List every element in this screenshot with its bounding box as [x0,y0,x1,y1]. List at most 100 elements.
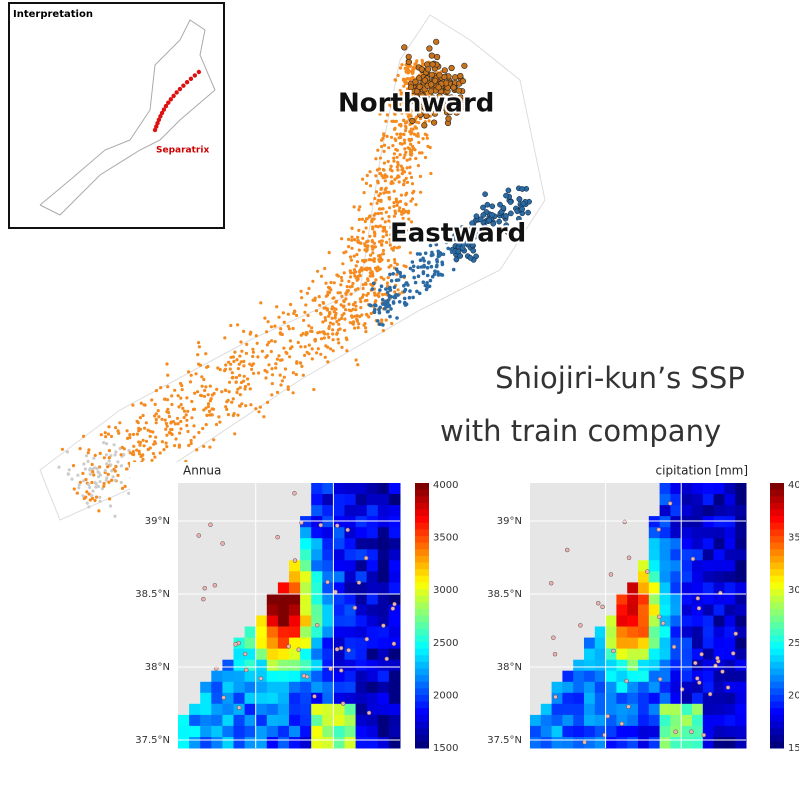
map-cell [606,671,617,683]
point [403,141,406,144]
point [257,410,260,413]
point [283,376,286,379]
map-cell [322,538,334,550]
map-cell [606,693,617,705]
point [431,253,435,257]
point [271,382,274,385]
point [186,430,189,433]
point [229,368,232,371]
point [368,258,371,261]
colorbar-step [770,642,784,649]
station [720,670,724,674]
map-cell [389,483,401,495]
point [396,156,399,159]
map-cell [367,582,379,594]
map-cell [300,627,312,639]
colorbar-label: 3000 [433,585,458,596]
map-cell [627,616,638,628]
colorbar-step [770,675,784,682]
map-cell [278,627,290,639]
point [454,257,459,262]
map-cell [178,737,190,749]
point [425,67,431,73]
colorbar-step [415,722,429,729]
map-cell [692,638,703,650]
point [203,395,206,398]
map-cell [670,737,681,749]
map-cell [322,593,334,605]
point [84,496,87,499]
point [88,486,91,489]
map-cell [300,616,312,628]
point [399,153,402,156]
point [383,150,386,153]
map-cell [378,715,390,727]
map-cell [692,538,703,550]
point [381,323,385,327]
map-cell [735,582,746,594]
map-cell [356,671,368,683]
point [232,355,235,358]
point [315,309,318,312]
map-cell [638,638,649,650]
map-cell [681,483,692,495]
map-cell [389,538,401,550]
map-cell [660,582,671,594]
map-cell [660,605,671,617]
point [311,280,314,283]
map-cell [670,605,681,617]
map-cell [616,693,627,705]
point [252,372,255,375]
station [335,524,339,528]
station [208,523,212,527]
map-cell [649,593,660,605]
map-cell [389,737,401,749]
point [426,137,429,140]
station [339,668,343,672]
point [114,426,117,429]
point [331,328,334,331]
point [77,486,80,489]
map-cell [222,726,234,738]
point [345,336,348,339]
station [365,637,369,641]
point [100,433,103,436]
colorbar-step [770,549,784,556]
point [346,285,349,288]
map-cell [703,649,714,661]
point [302,374,305,377]
map-cell [714,494,725,506]
map-cell [724,737,735,749]
station [302,674,306,678]
point [357,322,360,325]
map-cell [389,704,401,716]
point [183,410,186,413]
point [412,66,415,69]
map-cell [530,715,541,727]
point [392,300,396,304]
point [225,400,228,403]
map-cell [595,693,606,705]
point [108,449,111,452]
map-cell [311,560,323,572]
map-cell [703,527,714,539]
point [317,347,320,350]
point [313,338,316,341]
point [385,233,388,236]
map-cell [289,571,301,583]
map-cell [267,704,279,716]
point [395,198,398,201]
map-cell [311,593,323,605]
map-cell [552,682,563,694]
colorbar-step [415,741,429,748]
map-cell [638,649,649,661]
point [207,405,210,408]
map-cell [735,737,746,749]
map-cell [333,737,345,749]
map-cell [595,660,606,672]
point [334,316,337,319]
point [391,169,394,172]
map-cell [703,571,714,583]
map-cell [289,682,301,694]
colorbar-label: 2000 [788,690,799,701]
